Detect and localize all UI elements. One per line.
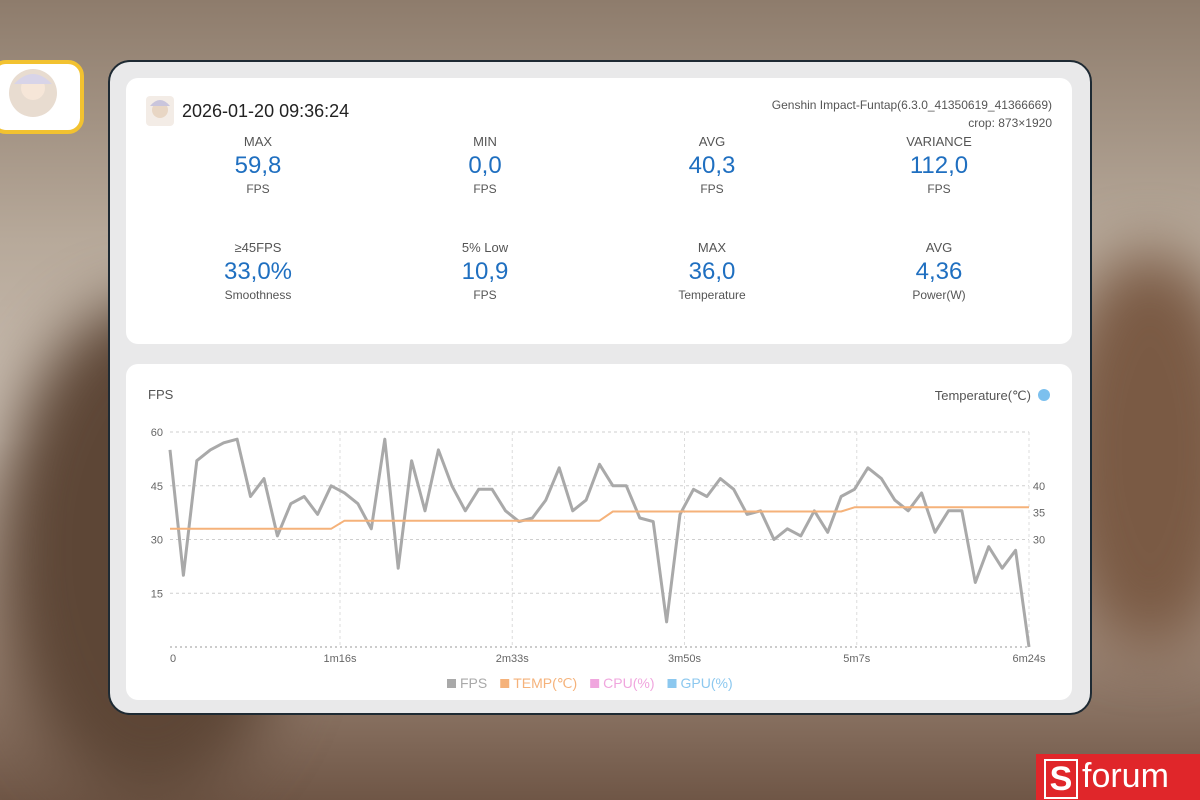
x-tick-label: 3m50s — [668, 653, 702, 665]
legend-label: CPU(%) — [603, 675, 654, 691]
y-tick-label: 45 — [151, 481, 163, 493]
stat: VARIANCE 112,0 FPS — [839, 134, 1039, 196]
stat-value: 4,36 — [915, 258, 963, 285]
stat-label: AVG — [925, 240, 953, 255]
stat-unit: FPS — [927, 182, 951, 196]
legend-label: GPU(%) — [681, 675, 733, 691]
x-tick-label: 1m16s — [323, 653, 357, 665]
watermark: S forum — [1036, 754, 1200, 800]
legend-swatch — [500, 679, 510, 688]
legend-swatch — [447, 679, 456, 688]
stat: MAX 36,0 Temperature — [612, 240, 812, 302]
legend-item[interactable]: CPU(%) — [590, 675, 655, 691]
stat-value: 59,8 — [234, 152, 282, 179]
stat: ≥45FPS 33,0% Smoothness — [158, 240, 358, 302]
chart-card: FPS Temperature(℃) 15 30 45 60 30 35 40 0 1m16s 2m3… — [126, 364, 1072, 700]
stat-value: 36,0 — [688, 258, 736, 285]
legend-item[interactable]: FPS — [447, 675, 487, 691]
legend-swatch — [590, 679, 600, 688]
stat-unit: FPS — [473, 288, 497, 302]
stat-value: 10,9 — [461, 258, 509, 285]
stat-value: 33,0% — [223, 258, 293, 285]
chart: FPS Temperature(℃) 15 30 45 60 30 35 40 0 1m16s 2m3… — [148, 387, 1050, 691]
stat-value: 0,0 — [468, 152, 502, 179]
stat: AVG 40,3 FPS — [612, 134, 812, 196]
legend-item[interactable]: GPU(%) — [667, 675, 733, 691]
summary-card: 2026-01-20 09:36:24 Genshin Impact-Funta… — [126, 78, 1072, 344]
stat-unit: Power(W) — [912, 288, 966, 302]
series-line — [170, 506, 1029, 530]
watermark-text: forum — [1082, 757, 1169, 795]
series-line — [168, 437, 1031, 648]
y2-toggle-icon[interactable] — [1038, 389, 1050, 401]
stat: MIN 0,0 FPS — [385, 134, 585, 196]
watermark-logo: S — [1044, 759, 1078, 799]
x-tick-label: 5m7s — [843, 653, 870, 665]
y2-tick-label: 40 — [1033, 481, 1045, 493]
stat-label: MIN — [473, 134, 497, 149]
legend-label: TEMP(℃) — [513, 675, 577, 691]
stat-value: 40,3 — [688, 152, 736, 179]
report-panel: 2026-01-20 09:36:24 Genshin Impact-Funta… — [108, 60, 1092, 715]
game-icon[interactable] — [0, 60, 84, 134]
app-icon — [146, 96, 174, 126]
stat: AVG 4,36 Power(W) — [839, 240, 1039, 302]
y-tick-label: 15 — [151, 588, 163, 600]
stat-unit: FPS — [700, 182, 724, 196]
stat-label: VARIANCE — [906, 134, 972, 149]
legend-item[interactable]: TEMP(℃) — [500, 675, 577, 691]
stat-label: MAX — [697, 240, 727, 255]
y2-tick-label: 35 — [1033, 508, 1045, 520]
stat-label: MAX — [243, 134, 273, 149]
y-tick-label: 30 — [151, 535, 163, 547]
stat-label: ≥45FPS — [234, 240, 282, 255]
stat-unit: FPS — [246, 182, 270, 196]
x-tick-label: 6m24s — [1012, 653, 1046, 665]
stat: MAX 59,8 FPS — [158, 134, 358, 196]
crop-info: crop: 873×1920 — [968, 116, 1052, 130]
legend: FPS TEMP(℃) CPU(%) GPU(%) — [447, 675, 733, 691]
stat-label: AVG — [698, 134, 726, 149]
legend-swatch — [667, 679, 677, 688]
app-name: Genshin Impact-Funtap(6.3.0_41350619_413… — [771, 98, 1052, 112]
stat-label: 5% Low — [461, 240, 509, 255]
y-axis-title: FPS — [148, 387, 174, 402]
session-date: 2026-01-20 09:36:24 — [182, 101, 350, 121]
stat: 5% Low 10,9 FPS — [385, 240, 585, 302]
y2-axis-title: Temperature(℃) — [935, 388, 1031, 403]
stat-unit: FPS — [473, 182, 497, 196]
x-tick-label: 0 — [170, 653, 176, 665]
stat-unit: Smoothness — [224, 288, 292, 302]
stat-unit: Temperature — [678, 288, 746, 302]
icon — [9, 69, 57, 117]
x-tick-label: 2m33s — [496, 653, 530, 665]
y2-tick-label: 30 — [1033, 535, 1045, 547]
stat-value: 112,0 — [909, 152, 969, 179]
legend-label: FPS — [460, 675, 487, 691]
y-tick-label: 60 — [151, 427, 163, 439]
